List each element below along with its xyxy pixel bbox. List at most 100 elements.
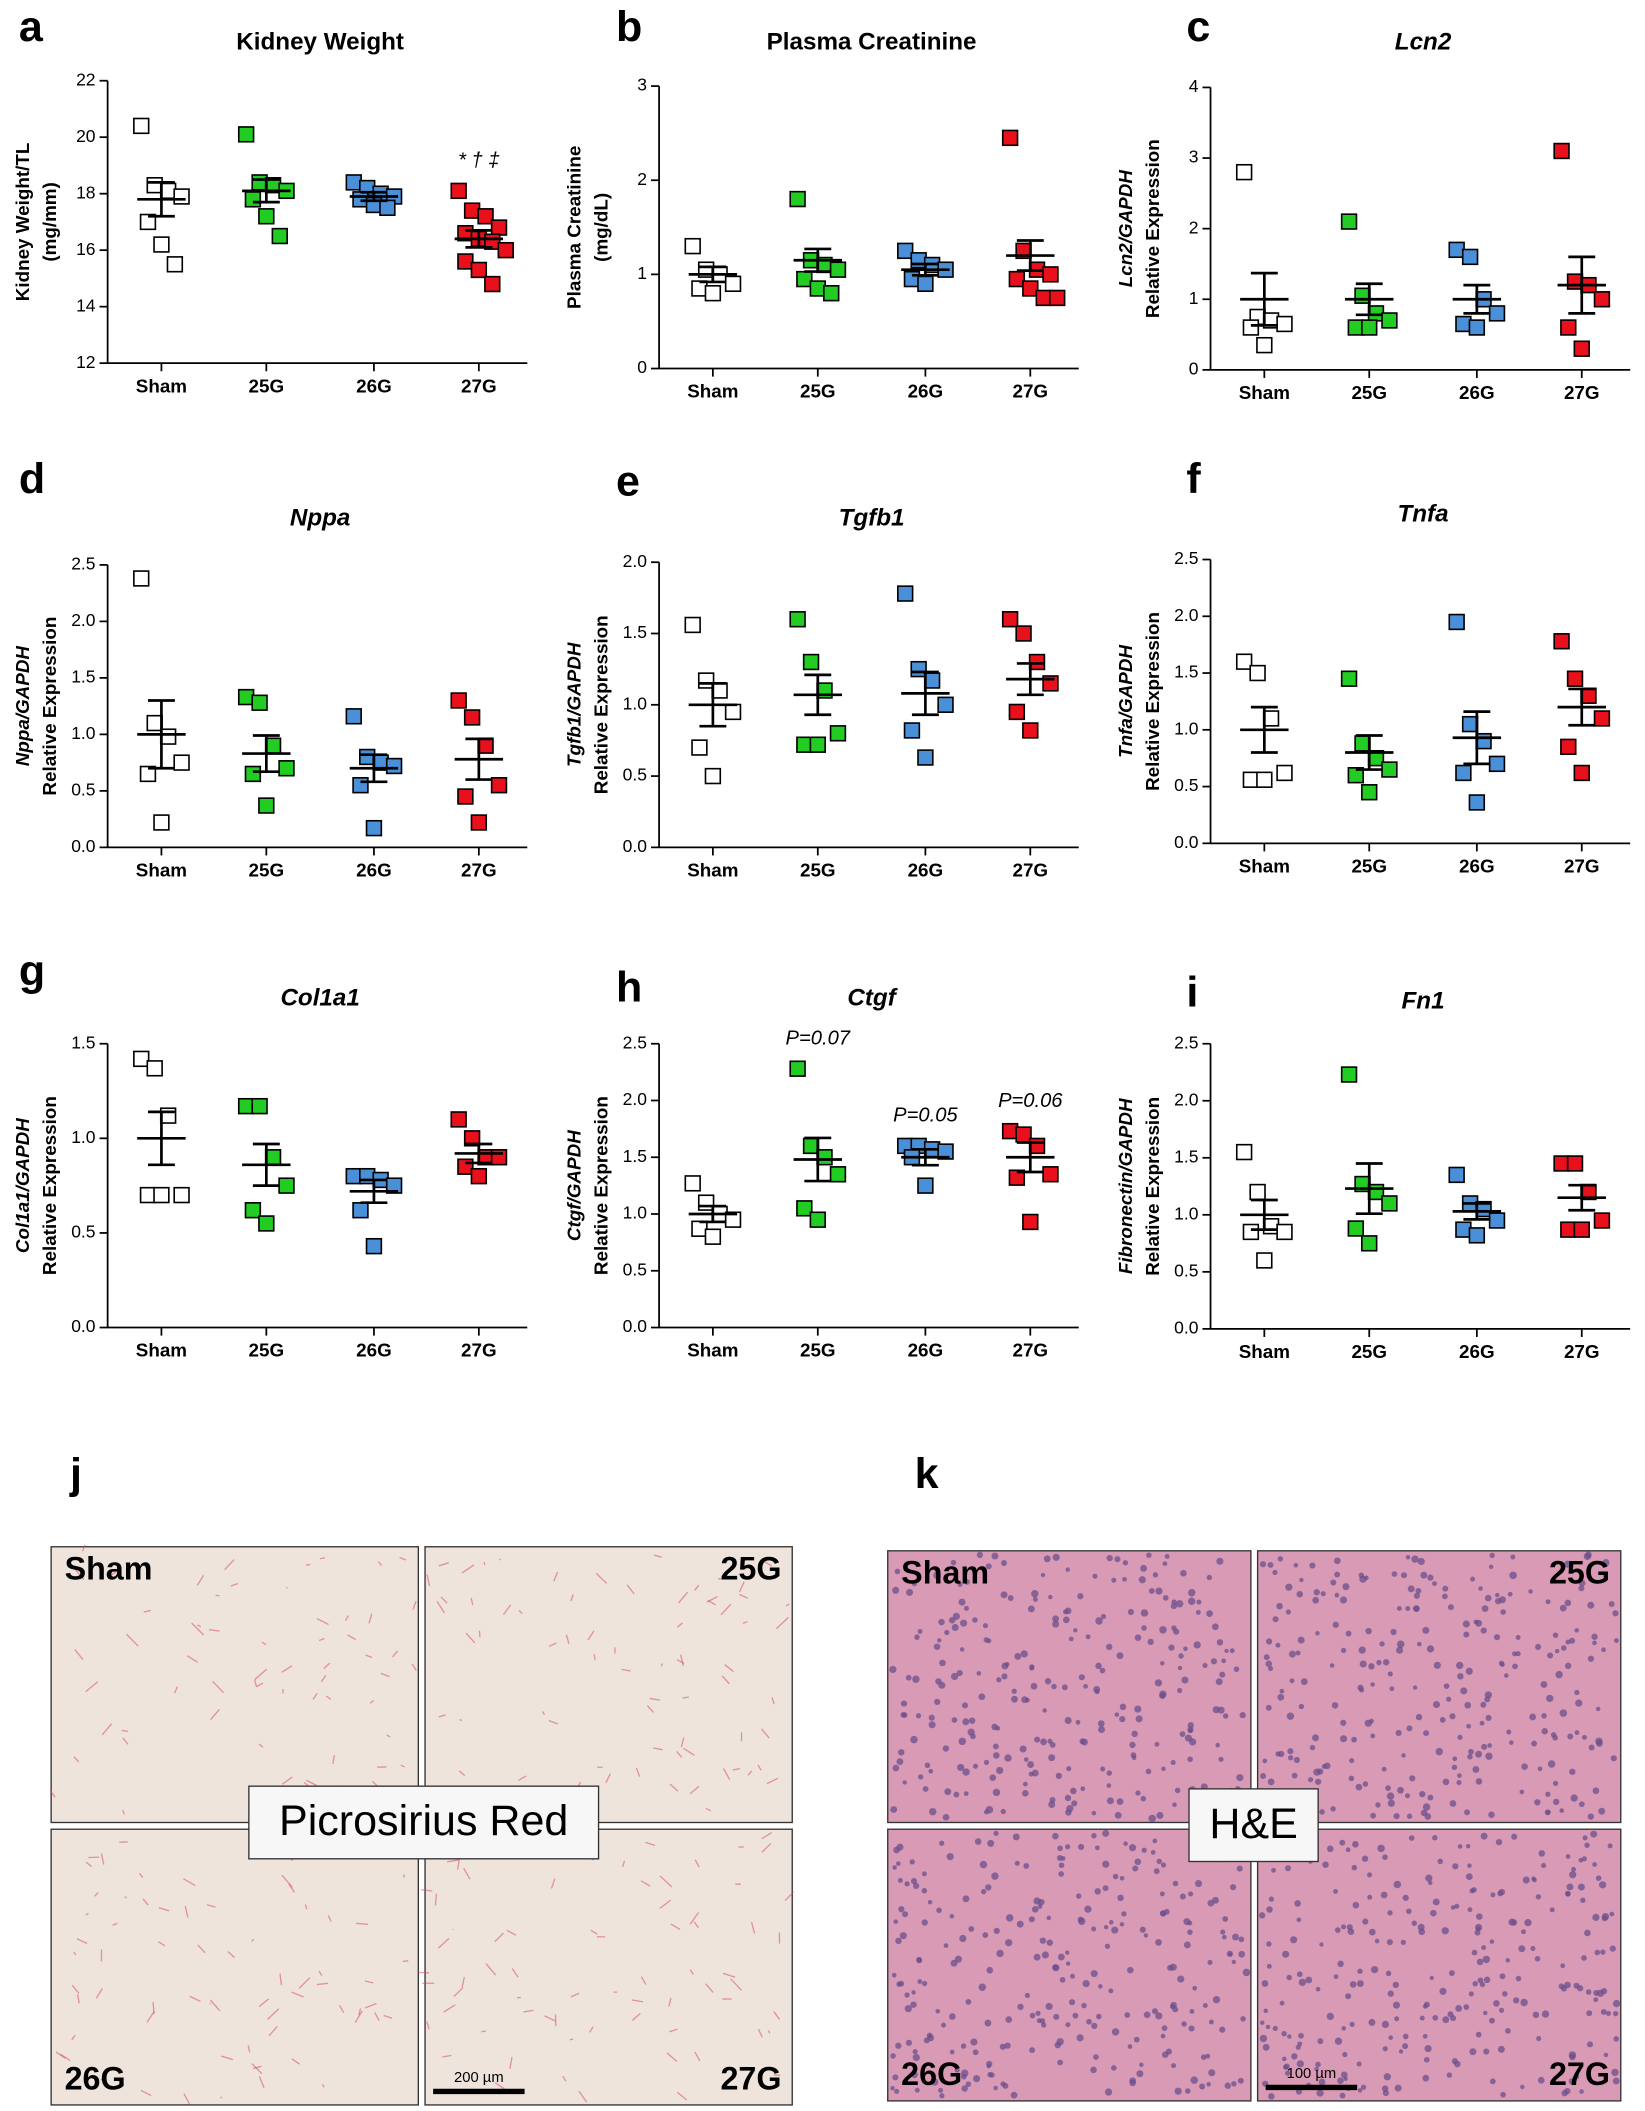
collagen-fiber bbox=[544, 2015, 556, 2022]
nucleus bbox=[1154, 1679, 1163, 1687]
nucleus bbox=[1362, 1918, 1369, 1925]
nucleus bbox=[1457, 1734, 1463, 1740]
nucleus bbox=[991, 1872, 999, 1880]
nucleus bbox=[1102, 1829, 1110, 1837]
nucleus bbox=[1574, 1730, 1580, 1735]
nucleus bbox=[999, 2043, 1006, 2050]
nucleus bbox=[1170, 1602, 1177, 1610]
collagen-fiber bbox=[635, 1767, 641, 1777]
data-point bbox=[385, 757, 403, 775]
collagen-fiber bbox=[771, 1697, 775, 1705]
nucleus bbox=[1413, 1592, 1420, 1599]
nucleus bbox=[915, 1713, 922, 1719]
nucleus bbox=[1215, 1742, 1220, 1748]
nucleus bbox=[1499, 1973, 1506, 1980]
nucleus bbox=[1012, 1833, 1020, 1841]
nucleus bbox=[1188, 1728, 1193, 1733]
nucleus bbox=[1351, 1864, 1358, 1871]
data-point bbox=[823, 285, 840, 302]
data-point bbox=[684, 1175, 701, 1192]
nucleus bbox=[1476, 1958, 1484, 1966]
nucleus bbox=[1077, 1917, 1086, 1926]
collagen-fiber bbox=[59, 2053, 71, 2062]
nucleus bbox=[1345, 1630, 1352, 1637]
nucleus bbox=[1497, 1890, 1504, 1897]
nucleus bbox=[953, 1791, 960, 1798]
nucleus bbox=[1163, 1908, 1170, 1915]
nucleus bbox=[1070, 1787, 1077, 1795]
nucleus bbox=[1439, 1987, 1447, 1995]
nucleus bbox=[1394, 2084, 1402, 2092]
data-point bbox=[1235, 1143, 1253, 1161]
nucleus bbox=[1519, 1789, 1525, 1795]
y-tick-label: 3 bbox=[1189, 147, 1199, 167]
collagen-fiber bbox=[121, 1729, 128, 1733]
collagen-fiber bbox=[146, 2010, 156, 2023]
y-tick-label: 0.5 bbox=[623, 765, 647, 785]
nucleus bbox=[993, 1927, 1000, 1935]
nucleus bbox=[1195, 1609, 1201, 1615]
nucleus bbox=[1267, 1561, 1274, 1568]
nucleus bbox=[1041, 1951, 1049, 1959]
nucleus bbox=[931, 2078, 939, 2086]
y-axis-label: Relative Expression bbox=[591, 615, 612, 794]
data-point bbox=[1042, 1166, 1059, 1183]
nucleus bbox=[902, 1911, 909, 1918]
nucleus bbox=[896, 1843, 904, 1851]
collagen-fiber bbox=[705, 1807, 712, 1812]
data-point bbox=[1593, 1212, 1611, 1229]
nucleus bbox=[1042, 1708, 1047, 1713]
nucleus bbox=[1355, 1783, 1363, 1791]
collagen-fiber bbox=[197, 1944, 206, 1954]
nucleus bbox=[1442, 2016, 1450, 2024]
collagen-fiber bbox=[254, 1668, 268, 1680]
nucleus bbox=[1014, 1652, 1022, 1660]
nucleus bbox=[1495, 1838, 1503, 1846]
tile-image bbox=[1256, 1550, 1622, 1824]
nucleus bbox=[987, 1839, 995, 1847]
panel-letter: i bbox=[1186, 969, 1198, 1017]
nucleus bbox=[965, 1999, 972, 2005]
data-point bbox=[359, 748, 376, 766]
data-point bbox=[1008, 1169, 1026, 1186]
nucleus bbox=[891, 1972, 897, 1978]
collagen-fiber bbox=[426, 2021, 430, 2030]
nucleus bbox=[934, 1698, 941, 1705]
data-point bbox=[258, 797, 275, 814]
x-tick-label: Sham bbox=[687, 1340, 738, 1361]
nucleus bbox=[1094, 1689, 1100, 1695]
nucleus bbox=[1238, 1950, 1246, 1958]
nucleus bbox=[1181, 2021, 1187, 2027]
nucleus bbox=[895, 1861, 901, 1866]
nucleus bbox=[1285, 1583, 1293, 1591]
nucleus bbox=[1578, 1801, 1585, 1808]
data-point bbox=[237, 1097, 255, 1115]
nucleus bbox=[1552, 1780, 1559, 1786]
data-point bbox=[1354, 287, 1371, 304]
nucleus bbox=[924, 1762, 931, 1769]
nucleus bbox=[960, 1619, 968, 1627]
nucleus bbox=[1376, 1659, 1382, 1666]
nucleus bbox=[1449, 1800, 1457, 1807]
nucleus bbox=[1011, 1688, 1017, 1694]
data-point bbox=[463, 709, 481, 726]
nucleus bbox=[1202, 2003, 1208, 2008]
nucleus bbox=[922, 1786, 929, 1792]
nucleus bbox=[1231, 1959, 1237, 1965]
nucleus bbox=[1070, 1973, 1075, 1979]
x-tick-label: 26G bbox=[1459, 856, 1495, 877]
nucleus bbox=[1425, 1874, 1433, 1882]
nucleus bbox=[1285, 1609, 1291, 1615]
collagen-fiber bbox=[122, 1809, 125, 1815]
collagen-fiber bbox=[306, 1779, 318, 1787]
y-tick-label: 3 bbox=[637, 75, 647, 95]
y-axis-label: Tgfb1/GAPDH bbox=[564, 642, 585, 767]
nucleus bbox=[964, 1579, 970, 1585]
nucleus bbox=[1364, 1719, 1372, 1727]
nucleus bbox=[1540, 1681, 1548, 1688]
collagen-fiber bbox=[101, 1723, 113, 1736]
nucleus bbox=[1285, 2070, 1291, 2076]
